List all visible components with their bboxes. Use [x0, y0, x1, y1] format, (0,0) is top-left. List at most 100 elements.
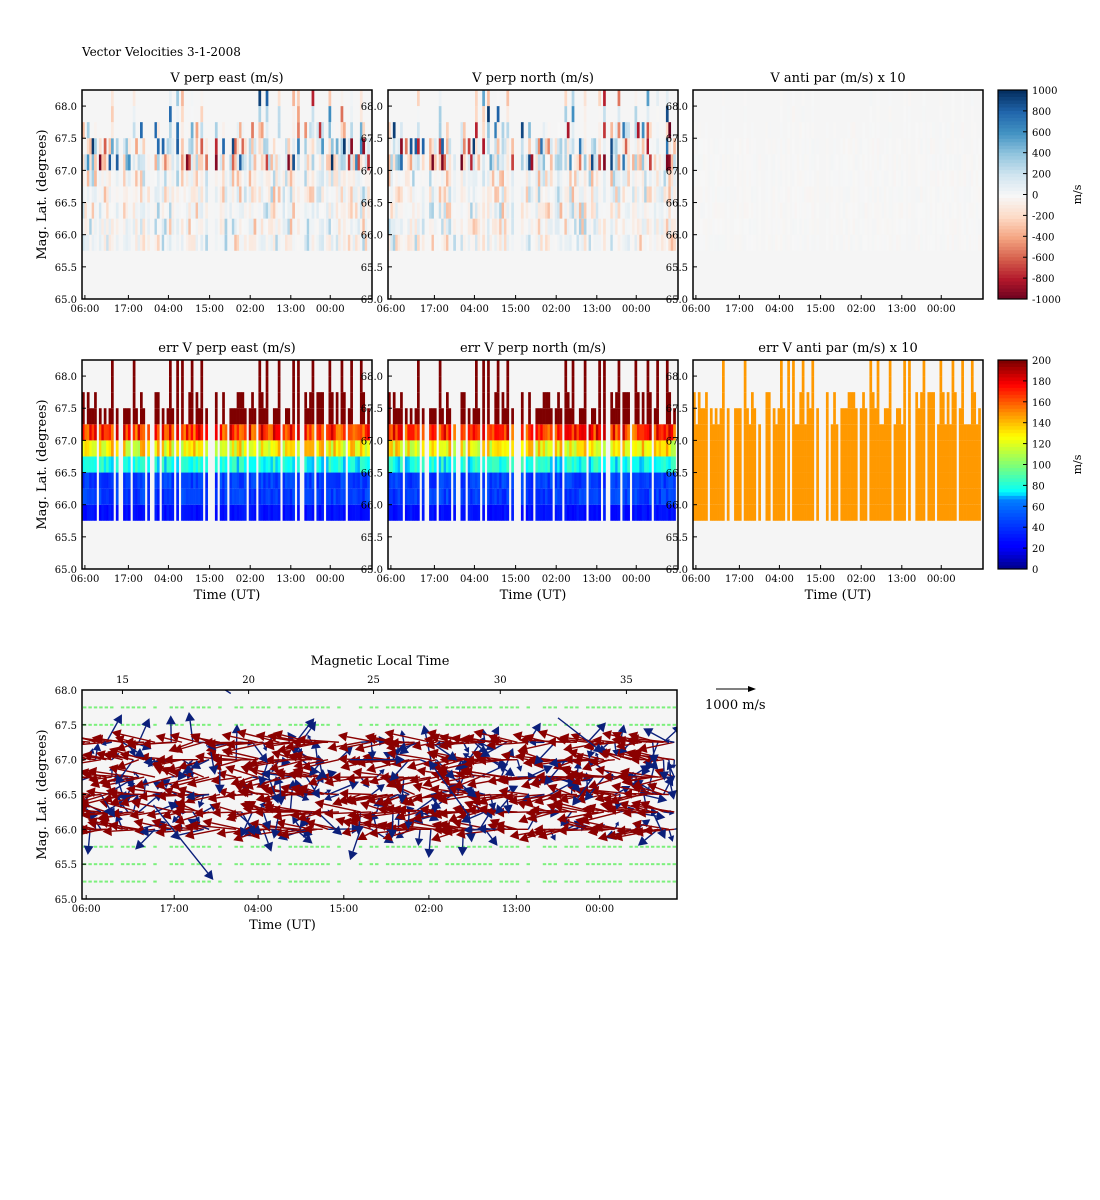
- heatmap-cell: [852, 218, 856, 235]
- heatmap-cell: [472, 154, 476, 171]
- heatmap-cell: [400, 218, 403, 235]
- heatmap-cell: [429, 170, 432, 187]
- heatmap-cell: [115, 170, 119, 187]
- heatmap-cell: [388, 424, 391, 441]
- heatmap-cell: [352, 472, 356, 489]
- heatmap-cell: [135, 408, 138, 425]
- heatmap-cell: [954, 154, 957, 171]
- heatmap-cell: [335, 424, 339, 441]
- heatmap-cell: [830, 488, 834, 505]
- heatmap-cell: [900, 234, 904, 251]
- heatmap-cell: [404, 424, 408, 441]
- heatmap-cell: [82, 392, 85, 409]
- heatmap-cell: [646, 424, 650, 441]
- heatmap-cell: [722, 440, 725, 457]
- heatmap-cell: [431, 218, 435, 235]
- heatmap-cell: [668, 488, 672, 505]
- heatmap-cell: [658, 234, 662, 251]
- heatmap-cell: [845, 456, 848, 473]
- heatmap-cell: [961, 106, 964, 123]
- heatmap-cell: [811, 202, 815, 219]
- colorbar-segment: [998, 360, 1027, 364]
- heatmap-cell: [833, 154, 836, 171]
- heatmap-cell: [421, 456, 425, 473]
- heatmap-cell: [231, 456, 235, 473]
- heatmap-cell: [103, 186, 107, 203]
- heatmap-cell: [963, 440, 967, 457]
- heatmap-cell: [571, 440, 575, 457]
- heatmap-cell: [632, 218, 635, 235]
- heatmap-cell: [705, 392, 708, 409]
- heatmap-cell: [610, 154, 614, 171]
- heatmap-cell: [566, 408, 570, 425]
- heatmap-cell: [352, 218, 356, 235]
- heatmap-cell: [595, 218, 599, 235]
- colorbar-segment: [998, 170, 1027, 175]
- heatmap-cell: [598, 488, 601, 505]
- heatmap-cell: [542, 456, 546, 473]
- heatmap-cell: [578, 456, 582, 473]
- heatmap-cell: [852, 488, 856, 505]
- heatmap-cell: [132, 488, 136, 505]
- heatmap-cell: [504, 202, 507, 219]
- heatmap-cell: [421, 472, 425, 489]
- heatmap-cell: [883, 408, 887, 425]
- heatmap-cell: [263, 154, 266, 171]
- heatmap-cell: [86, 488, 90, 505]
- heatmap-cell: [903, 456, 906, 473]
- heatmap-cell: [530, 472, 534, 489]
- heatmap-cell: [355, 488, 358, 505]
- heatmap-cell: [653, 154, 657, 171]
- heatmap-cell: [583, 202, 587, 219]
- heatmap-cell: [697, 218, 701, 235]
- heatmap-cell: [333, 154, 337, 171]
- heatmap-cell: [388, 154, 391, 171]
- heatmap-cell: [549, 202, 553, 219]
- heatmap-cell: [767, 408, 771, 425]
- heatmap-cell: [258, 234, 262, 251]
- x-tick-label: 17:00: [725, 574, 754, 585]
- heatmap-cell: [908, 392, 911, 409]
- heatmap-cell: [547, 424, 551, 441]
- heatmap-cell: [253, 154, 257, 171]
- heatmap-cell: [84, 424, 88, 441]
- heatmap-cell: [970, 440, 974, 457]
- heatmap-cell: [185, 154, 189, 171]
- heatmap-cell: [504, 154, 507, 171]
- colorbar-segment: [998, 121, 1027, 126]
- heatmap-cell: [352, 154, 356, 171]
- heatmap-cell: [453, 424, 456, 441]
- heatmap-cell: [94, 234, 97, 251]
- heatmap-cell: [330, 424, 334, 441]
- heatmap-cell: [94, 392, 97, 409]
- heatmap-cell: [644, 202, 647, 219]
- heatmap-cell: [617, 90, 621, 107]
- heatmap-cell: [842, 408, 846, 425]
- heatmap-cell: [176, 202, 179, 219]
- heatmap-cell: [482, 488, 485, 505]
- heatmap-cell: [198, 202, 201, 219]
- heatmap-cell: [888, 90, 892, 107]
- heatmap-cell: [499, 218, 502, 235]
- heatmap-cell: [292, 90, 295, 107]
- heatmap-cell: [260, 122, 264, 139]
- heatmap-cell: [864, 202, 868, 219]
- heatmap-cell: [927, 456, 931, 473]
- heatmap-cell: [970, 424, 974, 441]
- heatmap-cell: [147, 504, 150, 521]
- heatmap-cell: [460, 202, 464, 219]
- heatmap-cell: [922, 218, 926, 235]
- heatmap-cell: [258, 106, 262, 123]
- heatmap-cell: [811, 376, 815, 393]
- heatmap-cell: [289, 440, 293, 457]
- heatmap-cell: [557, 138, 560, 155]
- heatmap-cell: [610, 488, 614, 505]
- figure-title: Vector Velocities 3-1-2008: [81, 45, 241, 59]
- heatmap-cell: [89, 218, 92, 235]
- heatmap-cell: [467, 218, 471, 235]
- heatmap-cell: [491, 170, 495, 187]
- heatmap-cell: [535, 234, 539, 251]
- heatmap-cell: [903, 392, 906, 409]
- heatmap-cell: [859, 234, 863, 251]
- heatmap-cell: [920, 504, 923, 521]
